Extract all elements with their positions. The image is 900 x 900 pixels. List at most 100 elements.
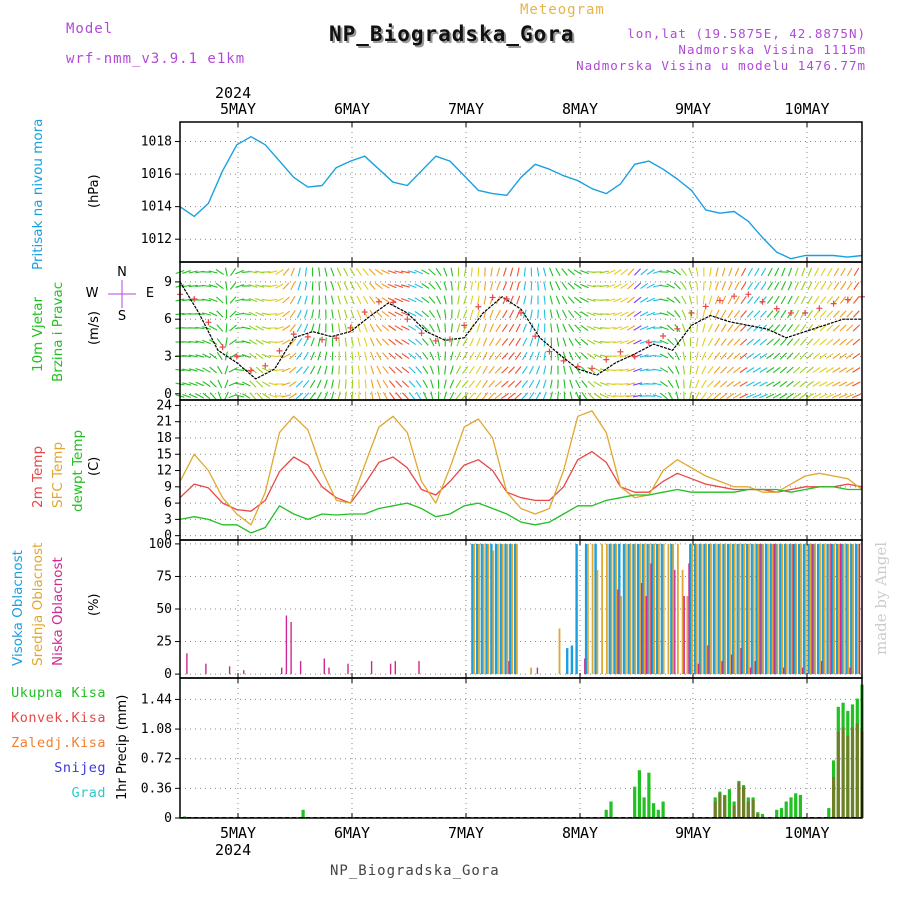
wind-barb (807, 267, 813, 277)
gust-marker (518, 309, 524, 316)
wind-barb (401, 352, 410, 360)
wind-barb (773, 352, 781, 360)
wind-barb (414, 297, 423, 303)
cloud-label-mid: Srednja Oblacnost (30, 543, 46, 666)
mid-cloud-bar (610, 543, 613, 675)
precip-conv-bar (846, 735, 850, 818)
gust-marker (461, 322, 468, 329)
mid-cloud-bar (587, 543, 589, 675)
date-top-7may: 7MAY (448, 100, 484, 118)
wind-barb (229, 338, 238, 346)
footer-station: NP_Biogradska_Gora (330, 863, 500, 879)
mid-cloud-bar (814, 543, 817, 675)
cloud-ytick-0: 0 (164, 667, 172, 682)
wind-barb (182, 354, 192, 358)
wind-barb (309, 392, 316, 400)
gust-marker (759, 298, 766, 305)
wind-barb (401, 392, 409, 400)
wind-barb (739, 381, 748, 387)
wind-barb (268, 393, 278, 399)
wind-barb (461, 380, 469, 388)
date-labels-top: 5MAY 6MAY 7MAY 8MAY 9MAY 10MAY (220, 100, 830, 118)
wind-barb (549, 281, 554, 291)
wind-barb (475, 392, 482, 400)
pressure-ytick-0: 1012 (141, 232, 172, 247)
wind-barb (483, 323, 487, 333)
compass-w: W (86, 286, 99, 301)
wind-barb (681, 281, 687, 291)
wind-barb (640, 268, 648, 276)
low-cloud-bar (389, 663, 392, 675)
wind-barb (619, 325, 629, 331)
wind-barb (606, 312, 616, 316)
wind-barb (488, 366, 495, 374)
wind-barb (726, 366, 735, 374)
wind-barb (338, 337, 340, 347)
meteogram-label: Meteogram (520, 2, 605, 18)
wind-barb (337, 281, 342, 291)
gust-marker (489, 294, 496, 301)
high-cloud-bar (774, 543, 777, 675)
wind-barb (673, 268, 682, 276)
high-cloud-bar (798, 543, 801, 675)
mid-cloud-bar (781, 543, 783, 675)
wind-barb (449, 391, 455, 401)
wind-barb (274, 340, 285, 344)
wind-barb (324, 351, 328, 361)
wind-barb (369, 323, 375, 333)
high-cloud-bar (821, 543, 825, 675)
wind-barb (659, 380, 669, 388)
wind-barb (695, 379, 700, 389)
wind-barb (640, 282, 649, 290)
high-cloud-bar (831, 543, 834, 675)
wind-barb (562, 323, 567, 333)
wind-barb (714, 323, 720, 333)
wind-barb (507, 392, 516, 400)
wind-barb (713, 366, 721, 374)
wind-barb (542, 267, 547, 277)
wind-barb (727, 309, 734, 319)
wind-barb (569, 391, 573, 401)
wind-barb (613, 297, 622, 303)
wind-barb (343, 281, 349, 291)
wind-barb (395, 366, 403, 374)
wind-barb (374, 268, 383, 276)
wind-barb (667, 338, 675, 346)
wind-barb (580, 311, 589, 317)
wind-barb (469, 351, 475, 361)
wind-barb (443, 281, 448, 291)
wind-barb (449, 379, 455, 389)
wind-barb (282, 325, 291, 331)
wind-barb (799, 380, 808, 388)
high-cloud-bar (850, 543, 853, 675)
wind-barb (302, 365, 310, 375)
wind-barb (310, 351, 315, 361)
low-cloud-bar (650, 563, 652, 675)
wind-barb (364, 379, 367, 389)
low-cloud-bar (640, 583, 643, 675)
wind-barb (826, 296, 834, 304)
wind-barb (368, 268, 376, 276)
wind-barb (437, 365, 440, 375)
precip-ytick-2: 0.72 (141, 752, 172, 767)
wind-barb (455, 392, 462, 400)
wind-barb (599, 393, 609, 399)
wind-barb (275, 297, 284, 303)
wind-barb (344, 323, 348, 333)
wind-barb (666, 324, 675, 332)
wind-barb (839, 296, 847, 304)
high-cloud-bar (646, 543, 649, 675)
wind-barb (561, 281, 568, 291)
wind-barb (839, 338, 847, 346)
precip-conv-bar (751, 799, 755, 818)
high-cloud-bar (689, 543, 692, 675)
wind-barb (852, 324, 860, 332)
low-cloud-bar (773, 543, 775, 675)
wind-barb (832, 338, 841, 346)
wind-barb (593, 393, 602, 399)
wind-barb (494, 352, 502, 360)
wind-barb (659, 325, 669, 331)
wind-barb (429, 323, 435, 333)
wind-barb (708, 281, 713, 291)
wind-barb (289, 338, 297, 346)
